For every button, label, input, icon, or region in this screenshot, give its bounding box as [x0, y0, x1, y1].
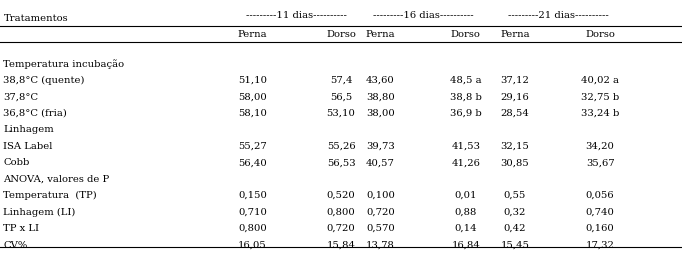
- Text: 41,26: 41,26: [451, 158, 480, 167]
- Text: ---------21 dias----------: ---------21 dias----------: [507, 11, 608, 20]
- Text: 13,78: 13,78: [366, 241, 395, 250]
- Text: Linhagem: Linhagem: [3, 125, 54, 134]
- Text: ISA Label: ISA Label: [3, 142, 53, 151]
- Text: CV%: CV%: [3, 241, 28, 250]
- Text: 0,800: 0,800: [327, 207, 355, 217]
- Text: Perna: Perna: [500, 30, 530, 39]
- Text: 32,15: 32,15: [501, 142, 529, 151]
- Text: 38,00: 38,00: [366, 109, 395, 118]
- Text: 40,02 a: 40,02 a: [581, 76, 619, 85]
- Text: Linhagem (LI): Linhagem (LI): [3, 207, 76, 217]
- Text: Tratamentos: Tratamentos: [3, 14, 68, 23]
- Text: 38,8°C (quente): 38,8°C (quente): [3, 76, 85, 85]
- Text: Dorso: Dorso: [585, 30, 615, 39]
- Text: 35,67: 35,67: [586, 158, 614, 167]
- Text: 0,520: 0,520: [327, 191, 355, 200]
- Text: 0,14: 0,14: [454, 224, 477, 233]
- Text: 15,84: 15,84: [327, 241, 355, 250]
- Text: Cobb: Cobb: [3, 158, 30, 167]
- Text: 40,57: 40,57: [366, 158, 395, 167]
- Text: 51,10: 51,10: [238, 76, 267, 85]
- Text: 38,80: 38,80: [366, 92, 395, 101]
- Text: 0,01: 0,01: [455, 191, 477, 200]
- Text: 0,55: 0,55: [504, 191, 526, 200]
- Text: 0,570: 0,570: [366, 224, 395, 233]
- Text: 53,10: 53,10: [327, 109, 355, 118]
- Text: ---------16 dias----------: ---------16 dias----------: [372, 11, 473, 20]
- Text: 55,27: 55,27: [238, 142, 267, 151]
- Text: 0,100: 0,100: [366, 191, 395, 200]
- Text: 36,9 b: 36,9 b: [450, 109, 481, 118]
- Text: 15,45: 15,45: [501, 241, 529, 250]
- Text: 0,720: 0,720: [366, 207, 395, 217]
- Text: 41,53: 41,53: [451, 142, 480, 151]
- Text: 28,54: 28,54: [501, 109, 529, 118]
- Text: 0,150: 0,150: [238, 191, 267, 200]
- Text: 56,40: 56,40: [238, 158, 267, 167]
- Text: 0,42: 0,42: [504, 224, 526, 233]
- Text: Perna: Perna: [366, 30, 396, 39]
- Text: TP x LI: TP x LI: [3, 224, 40, 233]
- Text: ANOVA, valores de P: ANOVA, valores de P: [3, 174, 110, 183]
- Text: Dorso: Dorso: [451, 30, 481, 39]
- Text: 32,75 b: 32,75 b: [581, 92, 619, 101]
- Text: 34,20: 34,20: [586, 142, 614, 151]
- Text: 0,720: 0,720: [327, 224, 355, 233]
- Text: ---------11 dias----------: ---------11 dias----------: [246, 11, 347, 20]
- Text: 56,53: 56,53: [327, 158, 355, 167]
- Text: 48,5 a: 48,5 a: [450, 76, 481, 85]
- Text: 56,5: 56,5: [330, 92, 352, 101]
- Text: 0,740: 0,740: [586, 207, 614, 217]
- Text: 39,73: 39,73: [366, 142, 395, 151]
- Text: 0,88: 0,88: [455, 207, 477, 217]
- Text: Dorso: Dorso: [326, 30, 356, 39]
- Text: 37,8°C: 37,8°C: [3, 92, 39, 101]
- Text: Perna: Perna: [237, 30, 267, 39]
- Text: 43,60: 43,60: [366, 76, 395, 85]
- Text: 30,85: 30,85: [501, 158, 529, 167]
- Text: 16,05: 16,05: [238, 241, 267, 250]
- Text: 0,160: 0,160: [586, 224, 614, 233]
- Text: 58,10: 58,10: [238, 109, 267, 118]
- Text: 55,26: 55,26: [327, 142, 355, 151]
- Text: 0,800: 0,800: [238, 224, 267, 233]
- Text: 29,16: 29,16: [501, 92, 529, 101]
- Text: 37,12: 37,12: [501, 76, 529, 85]
- Text: 33,24 b: 33,24 b: [581, 109, 619, 118]
- Text: 0,32: 0,32: [504, 207, 526, 217]
- Text: 58,00: 58,00: [238, 92, 267, 101]
- Text: 0,056: 0,056: [586, 191, 614, 200]
- Text: 57,4: 57,4: [330, 76, 352, 85]
- Text: 17,32: 17,32: [586, 241, 614, 250]
- Text: 16,84: 16,84: [451, 241, 480, 250]
- Text: 38,8 b: 38,8 b: [450, 92, 481, 101]
- Text: 0,710: 0,710: [238, 207, 267, 217]
- Text: Temperatura  (TP): Temperatura (TP): [3, 191, 97, 200]
- Text: Temperatura incubação: Temperatura incubação: [3, 59, 125, 69]
- Text: 36,8°C (fria): 36,8°C (fria): [3, 109, 68, 118]
